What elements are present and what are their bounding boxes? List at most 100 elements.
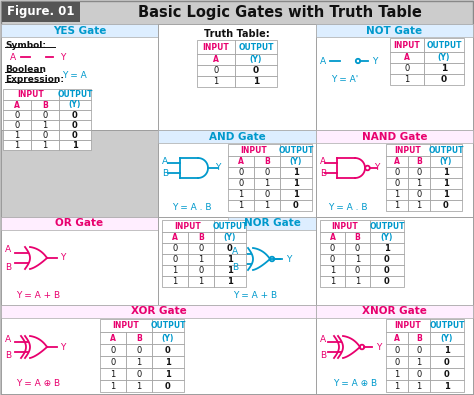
FancyBboxPatch shape	[386, 200, 408, 211]
Text: Expression:: Expression:	[5, 75, 64, 85]
Text: Y = A . B: Y = A . B	[328, 203, 368, 213]
FancyBboxPatch shape	[214, 265, 246, 276]
FancyBboxPatch shape	[214, 243, 246, 254]
Text: 0: 0	[416, 346, 422, 355]
Text: (Y): (Y)	[381, 233, 393, 242]
FancyBboxPatch shape	[320, 265, 345, 276]
FancyBboxPatch shape	[152, 319, 184, 332]
Text: 1: 1	[330, 277, 335, 286]
Text: A: A	[238, 157, 244, 166]
Text: A: A	[394, 157, 400, 166]
FancyBboxPatch shape	[59, 100, 91, 110]
Text: 1: 1	[330, 266, 335, 275]
Text: 1: 1	[110, 382, 116, 391]
Text: 1: 1	[253, 77, 259, 86]
FancyBboxPatch shape	[316, 24, 473, 130]
FancyBboxPatch shape	[280, 156, 312, 167]
FancyBboxPatch shape	[280, 144, 312, 156]
FancyBboxPatch shape	[430, 344, 464, 356]
Text: WWW.ETechnoG.COM: WWW.ETechnoG.COM	[203, 79, 271, 85]
FancyBboxPatch shape	[386, 189, 408, 200]
FancyBboxPatch shape	[320, 220, 370, 232]
Text: 1: 1	[42, 120, 47, 130]
FancyBboxPatch shape	[3, 110, 31, 120]
FancyBboxPatch shape	[320, 276, 345, 287]
Text: 1: 1	[199, 277, 204, 286]
Text: 1: 1	[227, 255, 233, 264]
Text: 1: 1	[416, 382, 422, 391]
FancyBboxPatch shape	[280, 200, 312, 211]
FancyBboxPatch shape	[430, 144, 462, 156]
Text: OUTPUT: OUTPUT	[429, 321, 465, 330]
FancyBboxPatch shape	[370, 265, 404, 276]
Text: 1: 1	[394, 382, 400, 391]
FancyBboxPatch shape	[158, 130, 316, 143]
Text: YES Gate: YES Gate	[53, 26, 106, 36]
FancyBboxPatch shape	[320, 254, 345, 265]
FancyBboxPatch shape	[370, 232, 404, 243]
FancyBboxPatch shape	[424, 52, 464, 63]
Text: 1: 1	[165, 358, 171, 367]
Text: Y: Y	[60, 254, 65, 263]
Text: 0: 0	[165, 346, 171, 355]
FancyBboxPatch shape	[126, 368, 152, 380]
FancyBboxPatch shape	[316, 305, 473, 394]
Text: (Y): (Y)	[224, 233, 236, 242]
FancyBboxPatch shape	[386, 332, 408, 344]
FancyBboxPatch shape	[31, 120, 59, 130]
Text: A: A	[232, 248, 238, 256]
Text: 0: 0	[441, 75, 447, 84]
FancyBboxPatch shape	[3, 120, 31, 130]
Text: 1: 1	[355, 255, 360, 264]
Text: 1: 1	[173, 277, 178, 286]
Text: (Y): (Y)	[162, 334, 174, 343]
FancyBboxPatch shape	[408, 200, 430, 211]
FancyBboxPatch shape	[320, 232, 345, 243]
Text: Y = A: Y = A	[62, 70, 87, 79]
FancyBboxPatch shape	[254, 200, 280, 211]
Text: 1: 1	[444, 382, 450, 391]
FancyBboxPatch shape	[31, 100, 59, 110]
FancyBboxPatch shape	[3, 100, 31, 110]
Text: (Y): (Y)	[290, 157, 302, 166]
Text: NOT Gate: NOT Gate	[366, 26, 422, 36]
Text: 1: 1	[173, 266, 178, 275]
Text: 0: 0	[355, 244, 360, 253]
FancyBboxPatch shape	[386, 156, 408, 167]
FancyBboxPatch shape	[408, 167, 430, 178]
Text: 0: 0	[199, 244, 204, 253]
Text: A: A	[5, 246, 11, 254]
Text: 1: 1	[213, 77, 219, 86]
Text: B: B	[42, 100, 48, 109]
Text: 0: 0	[173, 244, 178, 253]
FancyBboxPatch shape	[280, 189, 312, 200]
Text: NAND Gate: NAND Gate	[362, 132, 427, 141]
Text: 0: 0	[110, 358, 116, 367]
FancyBboxPatch shape	[235, 54, 277, 65]
FancyBboxPatch shape	[1, 305, 316, 318]
Text: 1: 1	[14, 130, 19, 139]
FancyBboxPatch shape	[126, 344, 152, 356]
Text: 1: 1	[264, 201, 270, 210]
FancyBboxPatch shape	[345, 265, 370, 276]
FancyBboxPatch shape	[320, 243, 345, 254]
Text: 0: 0	[227, 244, 233, 253]
FancyBboxPatch shape	[100, 380, 126, 392]
Text: A: A	[320, 335, 326, 344]
FancyBboxPatch shape	[408, 368, 430, 380]
Text: B: B	[320, 169, 326, 179]
Text: 1: 1	[227, 277, 233, 286]
Text: 1: 1	[416, 179, 422, 188]
Text: Y = A + B: Y = A + B	[16, 292, 60, 301]
Text: 0: 0	[416, 190, 422, 199]
FancyBboxPatch shape	[370, 243, 404, 254]
Text: OUTPUT: OUTPUT	[212, 222, 248, 231]
FancyBboxPatch shape	[59, 120, 91, 130]
FancyBboxPatch shape	[280, 178, 312, 189]
FancyBboxPatch shape	[31, 130, 59, 140]
Text: Y = A': Y = A'	[331, 75, 359, 83]
Text: 0: 0	[199, 266, 204, 275]
FancyBboxPatch shape	[316, 305, 473, 318]
Text: 0: 0	[384, 255, 390, 264]
Text: 1: 1	[404, 75, 410, 84]
